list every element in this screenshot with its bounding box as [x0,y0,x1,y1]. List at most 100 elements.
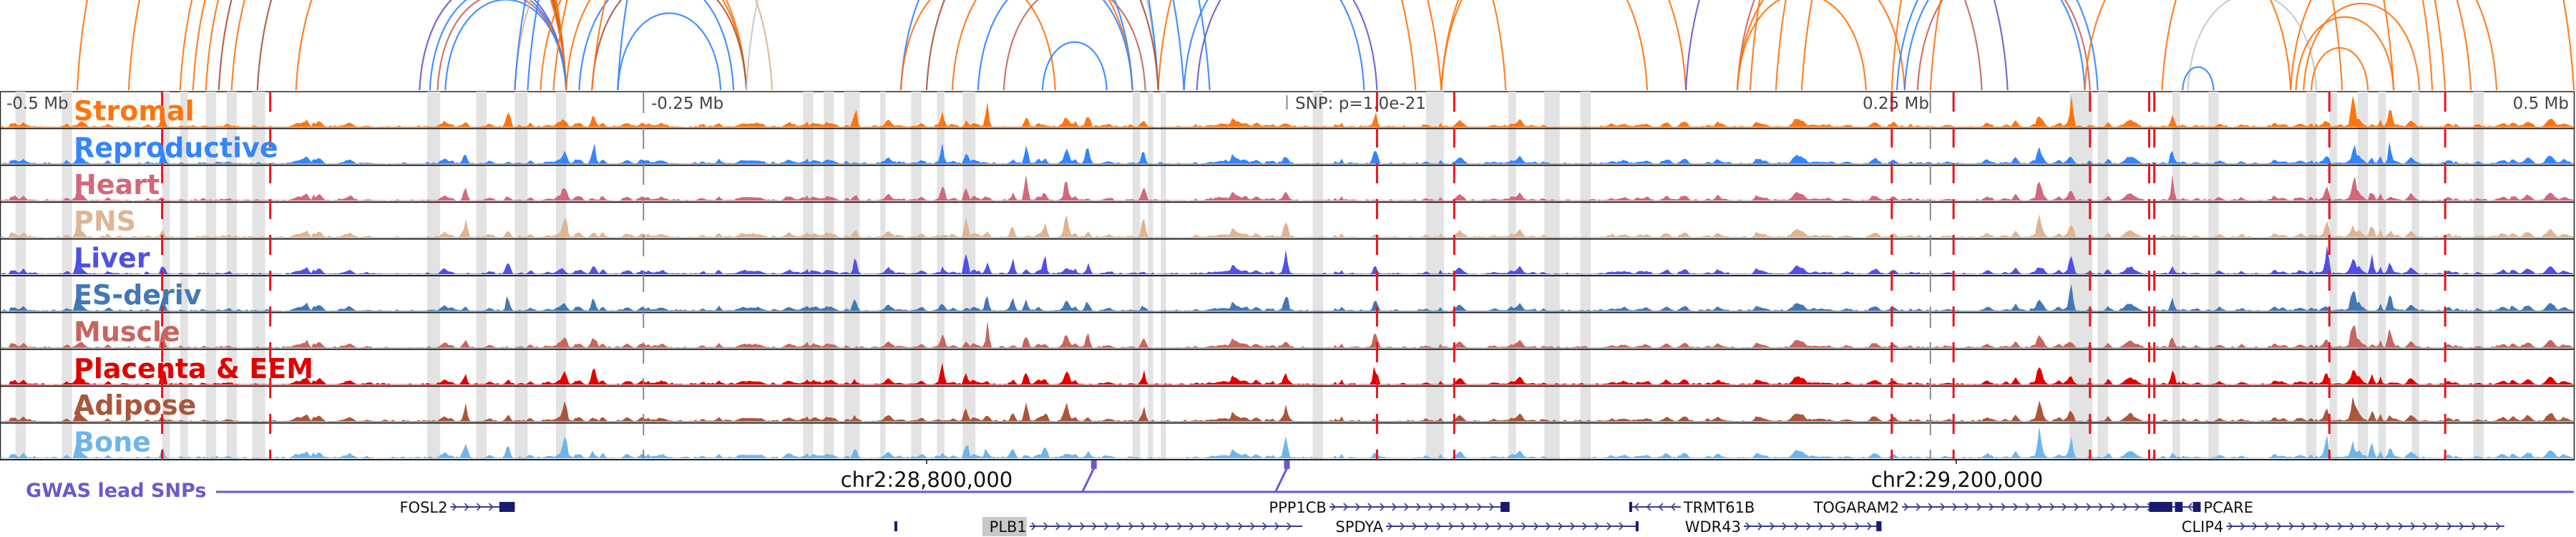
interaction-arc [2187,0,2318,91]
strand-arrow-icon [2313,522,2318,531]
interaction-arc [1775,0,2395,91]
strand-arrow-icon [1489,503,1494,511]
interaction-arc [977,0,1133,91]
exon-block [2175,502,2183,512]
exon-block [1635,521,1639,531]
track-label: Muscle [74,316,180,347]
strand-arrow-icon [1141,522,1146,531]
strand-arrow-icon [1843,522,1848,531]
interaction-arc [1929,0,2575,91]
signal-muscle [0,321,2574,348]
interaction-arc [1196,0,1378,91]
interaction-arc [2290,0,2498,91]
strand-arrow-icon [1274,522,1279,531]
strand-arrow-icon [1634,503,1639,511]
strand-arrow-icon [1867,522,1873,531]
axis-tick-label: -0.5 Mb [6,95,69,113]
strand-arrow-icon [1745,522,1751,531]
interaction-arc [1896,0,2099,91]
strand-arrow-icon [2086,503,2092,511]
strand-arrow-icon [1387,522,1393,531]
gene-label: WDR43 [1685,518,1741,536]
interaction-arc [1041,41,1108,91]
strand-arrow-icon [2301,522,2306,531]
strand-arrow-icon [2410,522,2416,531]
interaction-arc [1736,0,1983,91]
interaction-arc [514,0,774,91]
interaction-arc [76,0,567,91]
strand-arrow-icon [1477,503,1482,511]
strand-arrow-icon [1903,503,1909,511]
gene-togaram2: TOGARAM2 [1813,499,2183,516]
signal-tracks [0,91,2575,460]
strand-arrow-icon [1646,503,1652,511]
coordinate-label: chr2:28,800,000 [841,468,1013,492]
interaction-arc [179,0,567,91]
strand-arrow-icon [1343,503,1348,511]
strand-arrow-icon [1177,522,1182,531]
strand-arrow-icon [1928,503,1933,511]
strand-arrow-icon [1473,522,1478,531]
strand-arrow-icon [2240,522,2245,531]
strand-arrow-icon [476,503,482,511]
strand-arrow-icon [1412,522,1418,531]
strand-arrow-icon [1782,522,1787,531]
interaction-arc [925,0,1159,91]
interaction-arc [578,0,735,91]
strand-arrow-icon [1331,503,1336,511]
interaction-arc [591,0,748,91]
signal-pns [0,214,2574,238]
gene-label: TOGARAM2 [1813,499,1900,516]
strand-arrow-icon [1424,522,1430,531]
strand-arrow-icon [1952,503,1958,511]
gwas-snp-marker [1091,460,1097,469]
exon-block [894,521,897,531]
strand-arrow-icon [2025,503,2031,511]
interaction-arc [514,0,1185,91]
track-label: Heart [74,169,160,200]
strand-arrow-icon [1092,522,1097,531]
gene-label: PCARE [2203,499,2253,516]
strand-arrow-icon [1989,503,1994,511]
signal-reproductive [0,141,2574,164]
strand-arrow-icon [1436,522,1442,531]
strand-arrow-icon [1128,522,1133,531]
strand-arrow-icon [1757,522,1763,531]
strand-arrow-icon [1404,503,1409,511]
snp-pvalue-label: SNP: p=1.0e-21 [1295,95,1426,113]
interaction-arc [951,0,1133,91]
interaction-arc [192,0,567,91]
strand-arrow-icon [1043,522,1048,531]
strand-arrow-icon [1916,503,1921,511]
strand-arrow-icon [2422,522,2428,531]
exon-block [1876,521,1882,531]
strand-arrow-icon [1964,503,1970,511]
track-label: ES-deriv [74,279,202,311]
signal-stromal [0,95,2574,127]
strand-arrow-icon [1485,522,1491,531]
gene-clip4: CLIP4 [2182,518,2504,536]
track-label: Stromal [74,95,195,127]
gene-trmt61b: TRMT61B [1629,499,1755,516]
axis-labels: -0.5 Mb -0.25 Mb 0.25 Mb 0.5 Mb SNP: p=1… [6,95,2569,113]
signal-bone [0,426,2574,458]
strand-arrow-icon [1201,522,1206,531]
interaction-arc [1183,0,1365,91]
gene-plb1: PLB1 [894,517,1303,536]
strand-arrow-icon [2110,503,2116,511]
interaction-arc [2084,0,2292,91]
signal-liver [0,245,2574,274]
strand-arrow-icon [2187,503,2192,511]
strand-arrow-icon [1068,522,1073,531]
exon-block [499,502,515,512]
interaction-arc [1440,0,1649,91]
strand-arrow-icon [1453,503,1458,511]
track-labels: Stromal Reproductive Heart PNS Liver ES-deriv… [74,95,313,458]
signal-heart [0,174,2574,201]
interaction-arc [1916,0,2091,91]
interaction-arc [617,12,722,91]
interaction-arc [436,0,567,91]
strand-arrow-icon [1214,522,1219,531]
strand-arrow-icon [1558,522,1563,531]
